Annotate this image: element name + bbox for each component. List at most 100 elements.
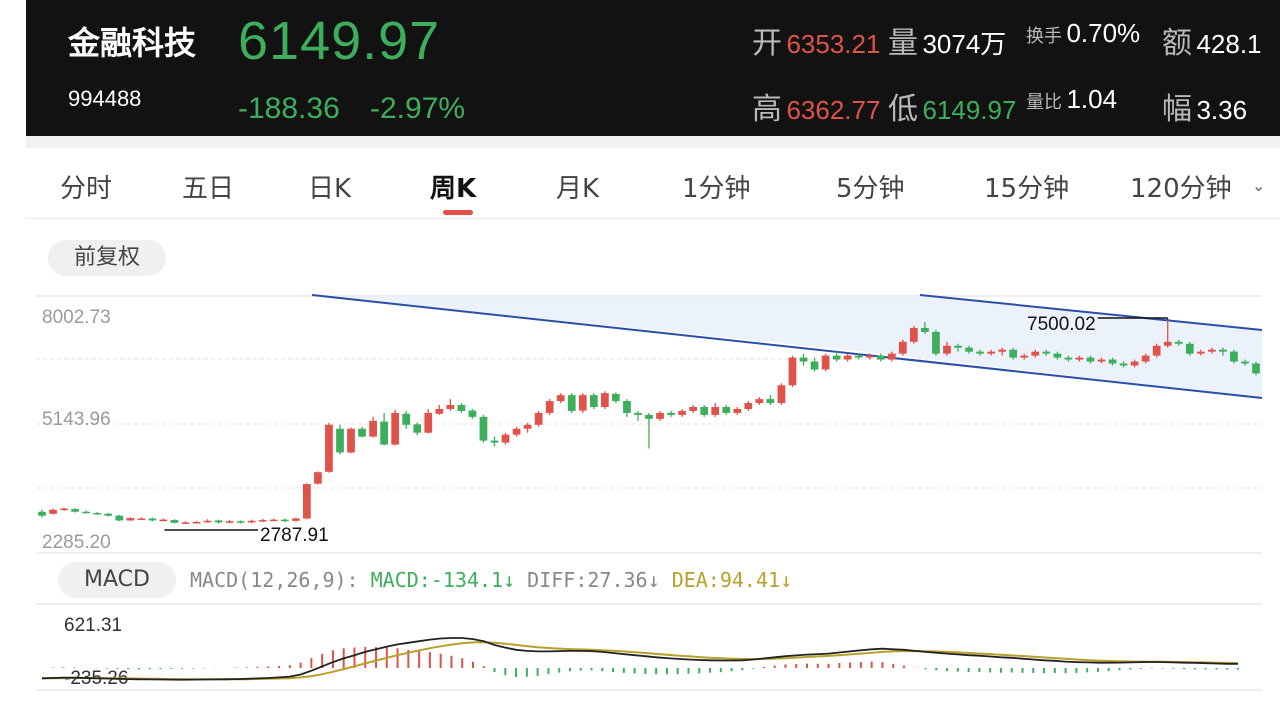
candle	[1207, 349, 1216, 352]
tab-1min[interactable]: 1分钟	[682, 174, 751, 204]
separator	[26, 136, 1280, 148]
candle	[556, 395, 565, 402]
tab-120min[interactable]: 120分钟	[1130, 174, 1232, 204]
macd-indicator-button[interactable]: MACD	[58, 562, 176, 598]
price-change-pct: -2.97%	[370, 92, 466, 125]
diff-value: DIFF:27.36	[527, 568, 648, 592]
tab-week-k[interactable]: 周K	[430, 174, 477, 204]
candle	[1196, 351, 1205, 354]
tab-5min[interactable]: 5分钟	[836, 174, 905, 204]
candle	[656, 412, 664, 419]
diff-arrow-icon: ↓	[647, 568, 660, 592]
stock-price: 6149.97	[238, 11, 441, 71]
candle	[1108, 359, 1117, 364]
candle	[1219, 349, 1227, 352]
candle	[336, 428, 344, 453]
candle	[291, 518, 300, 521]
stock-name: 金融科技	[68, 24, 197, 62]
candle	[612, 393, 620, 402]
candle	[424, 412, 433, 433]
adjust-button[interactable]: 前复权	[48, 240, 166, 276]
candle	[932, 331, 940, 354]
candle	[60, 508, 68, 511]
candle	[446, 405, 455, 409]
candle	[1185, 343, 1194, 354]
candle	[148, 518, 157, 521]
price-axis-label: 2285.20	[42, 532, 111, 553]
candle	[314, 472, 322, 484]
stat-amplitude: 幅 3.36	[1162, 84, 1247, 128]
candle	[545, 401, 554, 413]
candle	[843, 355, 852, 360]
candle	[821, 355, 830, 370]
candle	[788, 357, 797, 386]
candle	[1152, 345, 1161, 356]
tab-day-k[interactable]: 日K	[308, 174, 352, 204]
amount-value: 428.1	[1196, 29, 1262, 59]
vol-ratio-value: 1.04	[1066, 84, 1118, 114]
candle	[181, 522, 190, 524]
candle	[170, 520, 179, 523]
amount-label: 额	[1162, 26, 1192, 61]
candle	[512, 428, 521, 435]
candle	[1042, 351, 1051, 354]
trend-line-upper	[919, 294, 1263, 331]
candle	[280, 519, 289, 522]
stat-turnover: 换手 0.70%	[1026, 18, 1140, 49]
candle	[766, 399, 775, 404]
candle	[1174, 341, 1183, 344]
candle	[1130, 361, 1139, 366]
active-tab-indicator	[443, 210, 473, 215]
trend-line-lower	[311, 294, 1263, 399]
candle	[214, 520, 223, 523]
macd-params: MACD(12,26,9):	[190, 568, 359, 592]
candle	[678, 410, 686, 415]
tab-fenshi[interactable]: 分时	[60, 174, 113, 204]
candle	[954, 345, 962, 348]
stat-volume: 量 3074万	[888, 18, 1006, 62]
candle	[1053, 353, 1062, 358]
candle	[777, 385, 786, 404]
price-change: -188.36	[238, 92, 340, 125]
candle	[733, 408, 742, 413]
candle	[854, 355, 863, 358]
quote-header: 金融科技 994488 6149.97 -188.36 -2.97% 开 635…	[26, 0, 1280, 136]
candle	[865, 355, 874, 358]
candle	[1009, 349, 1018, 358]
candle	[325, 424, 333, 472]
candle	[534, 412, 543, 425]
diff-line	[41, 637, 1239, 681]
candle	[623, 401, 631, 413]
candle	[369, 420, 377, 437]
stat-vol-ratio: 量比 1.04	[1026, 84, 1117, 115]
macd-legend: MACD(12,26,9): MACD:-134.1↓ DIFF:27.36↓ …	[190, 568, 792, 592]
candle	[391, 412, 400, 445]
tab-five-day[interactable]: 五日	[182, 174, 235, 204]
candle	[1020, 355, 1029, 358]
stat-high: 高 6362.77	[752, 84, 880, 128]
candle	[600, 393, 609, 407]
tab-month-k[interactable]: 月K	[556, 174, 600, 204]
amplitude-value: 3.36	[1196, 95, 1248, 125]
candle	[634, 412, 642, 415]
candle	[700, 406, 709, 415]
candle	[722, 406, 731, 413]
candle	[1075, 357, 1084, 360]
min-price-label: 2787.91	[260, 525, 329, 546]
turnover-value: 0.70%	[1066, 18, 1141, 48]
candle	[1230, 351, 1238, 362]
candle	[667, 412, 675, 415]
candle	[71, 508, 79, 512]
candle	[755, 399, 764, 404]
chevron-down-icon[interactable]: ⌄	[1252, 176, 1266, 195]
price-axis-label: 8002.73	[42, 307, 111, 328]
candle	[711, 406, 720, 415]
candle	[689, 406, 698, 411]
candle	[501, 434, 510, 443]
tab-15min[interactable]: 15分钟	[984, 174, 1070, 204]
candle	[523, 424, 532, 429]
candle	[38, 511, 46, 516]
candle	[799, 357, 808, 362]
amplitude-label: 幅	[1162, 92, 1192, 127]
candle	[413, 424, 422, 433]
